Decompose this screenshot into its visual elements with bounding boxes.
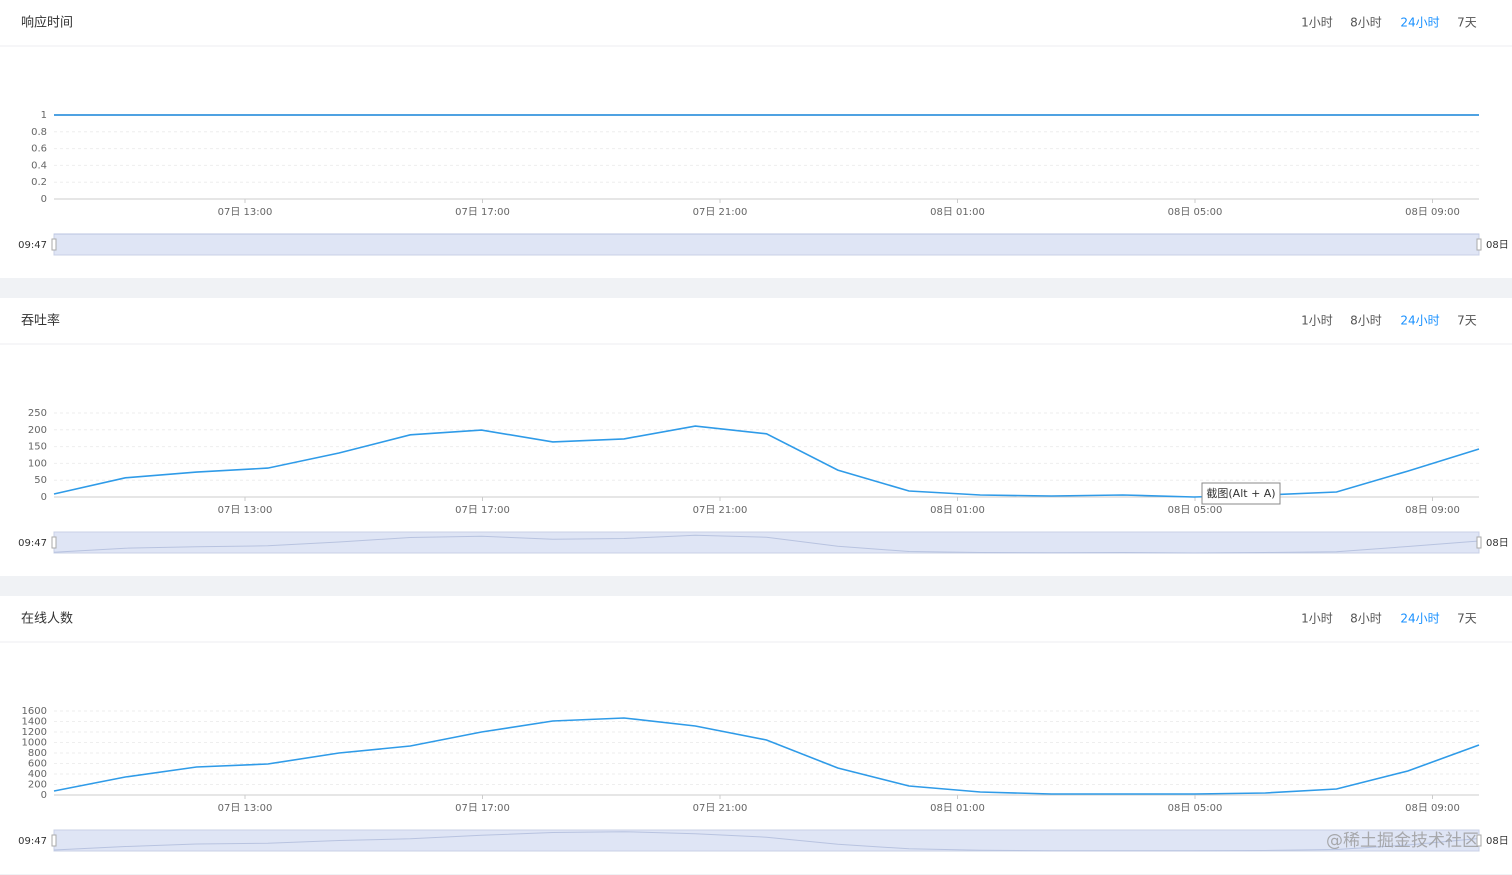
y-tick-label: 1200 (22, 727, 47, 738)
y-tick-label: 200 (28, 425, 47, 436)
x-tick-label: 08日 05:00 (1168, 803, 1223, 814)
zoom-start-label: 09:47 (18, 538, 47, 549)
y-tick-label: 1600 (22, 706, 47, 717)
y-tick-label: 1000 (22, 738, 47, 749)
zoom-handle[interactable] (51, 834, 57, 847)
tooltip-box (1201, 482, 1281, 505)
x-tick-label: 07日 17:00 (455, 803, 510, 814)
zoom-handle[interactable] (1476, 834, 1482, 847)
zoom-end-label: 08日 09:47 (1486, 240, 1512, 251)
range-button[interactable]: 8小时 (1350, 314, 1382, 328)
y-tick-label: 150 (28, 442, 47, 453)
y-tick-label: 0 (41, 492, 47, 503)
y-tick-label: 0 (41, 790, 47, 801)
x-tick-label: 07日 13:00 (218, 505, 273, 516)
y-tick-label: 0.8 (31, 127, 47, 138)
x-tick-label: 08日 05:00 (1168, 505, 1223, 516)
zoom-slider (53, 531, 1480, 554)
zoom-start-label: 09:47 (18, 240, 47, 251)
panel-title: 在线人数 (21, 612, 73, 627)
y-tick-label: 600 (28, 759, 47, 770)
y-tick-label: 1 (41, 110, 47, 121)
series-line (53, 717, 1480, 795)
zoom-slider (53, 829, 1480, 852)
y-tick-label: 50 (34, 475, 47, 486)
overlays: 截图(Alt + A) @稀土掘金技术社区 (1201, 482, 1479, 851)
x-tick-label: 07日 17:00 (455, 505, 510, 516)
x-tick-label: 07日 21:00 (693, 505, 748, 516)
zoom-preview-line (53, 534, 1480, 554)
y-tick-label: 800 (28, 748, 47, 759)
zoom-slider (53, 233, 1480, 256)
y-tick-label: 250 (28, 408, 47, 419)
panel-title: 响应时间 (21, 15, 73, 31)
x-tick-label: 08日 09:00 (1405, 505, 1460, 516)
range-button[interactable]: 8小时 (1350, 612, 1382, 626)
range-button[interactable]: 24小时 (1400, 314, 1439, 328)
y-tick-label: 0 (41, 194, 47, 205)
x-tick-label: 07日 21:00 (693, 207, 748, 218)
zoom-end-label: 08日 09:47 (1486, 538, 1512, 549)
zoom-end-label: 08日 09:47 (1486, 836, 1512, 847)
y-tick-label: 100 (28, 458, 47, 469)
range-button[interactable]: 1小时 (1301, 612, 1333, 626)
zoom-handle[interactable] (1476, 238, 1482, 251)
x-tick-label: 08日 05:00 (1168, 207, 1223, 218)
range-button[interactable]: 1小时 (1301, 314, 1333, 328)
range-button[interactable]: 7天 (1457, 16, 1477, 30)
zoom-handle[interactable] (51, 536, 57, 549)
y-tick-label: 400 (28, 769, 47, 780)
x-tick-label: 08日 01:00 (930, 505, 985, 516)
y-tick-label: 0.6 (31, 144, 47, 155)
range-button[interactable]: 7天 (1457, 314, 1477, 328)
range-button[interactable]: 7天 (1457, 612, 1477, 626)
zoom-start-label: 09:47 (18, 836, 47, 847)
range-button[interactable]: 24小时 (1400, 612, 1439, 626)
zoom-handle[interactable] (51, 238, 57, 251)
x-tick-label: 07日 13:00 (218, 803, 273, 814)
x-tick-label: 07日 13:00 (218, 207, 273, 218)
zoom-preview-line (53, 831, 1480, 852)
x-tick-label: 08日 01:00 (930, 207, 985, 218)
zoom-handle[interactable] (1476, 536, 1482, 549)
range-button[interactable]: 8小时 (1350, 16, 1382, 30)
x-tick-label: 08日 09:00 (1405, 207, 1460, 218)
y-tick-label: 200 (28, 780, 47, 791)
x-tick-label: 08日 09:00 (1405, 803, 1460, 814)
y-tick-label: 0.4 (31, 160, 47, 171)
range-button[interactable]: 1小时 (1301, 16, 1333, 30)
watermark: @稀土掘金技术社区 (1326, 831, 1479, 851)
x-tick-label: 08日 01:00 (930, 803, 985, 814)
y-tick-label: 0.2 (31, 177, 47, 188)
x-tick-label: 07日 17:00 (455, 207, 510, 218)
y-tick-label: 1400 (22, 717, 47, 728)
panel-title: 吞吐率 (21, 313, 60, 329)
tooltip: 截图(Alt + A) (1206, 486, 1275, 500)
range-button[interactable]: 24小时 (1400, 16, 1439, 30)
x-tick-label: 07日 21:00 (693, 803, 748, 814)
